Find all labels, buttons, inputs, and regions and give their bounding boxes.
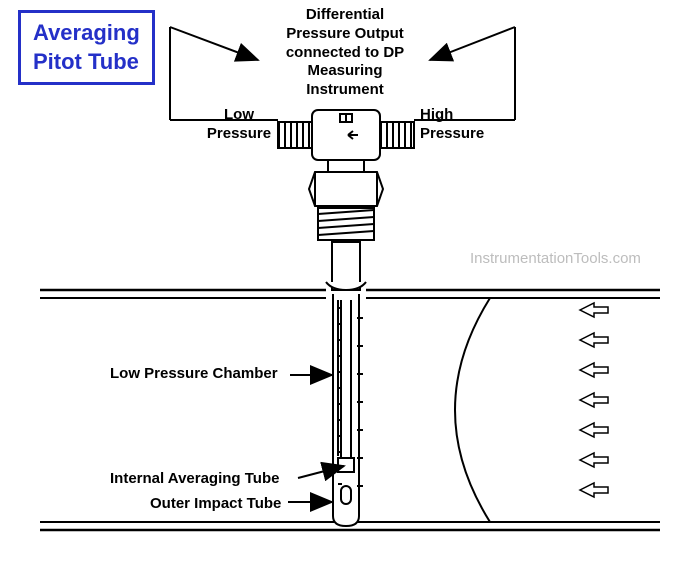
- pitot-diagram: [0, 0, 695, 567]
